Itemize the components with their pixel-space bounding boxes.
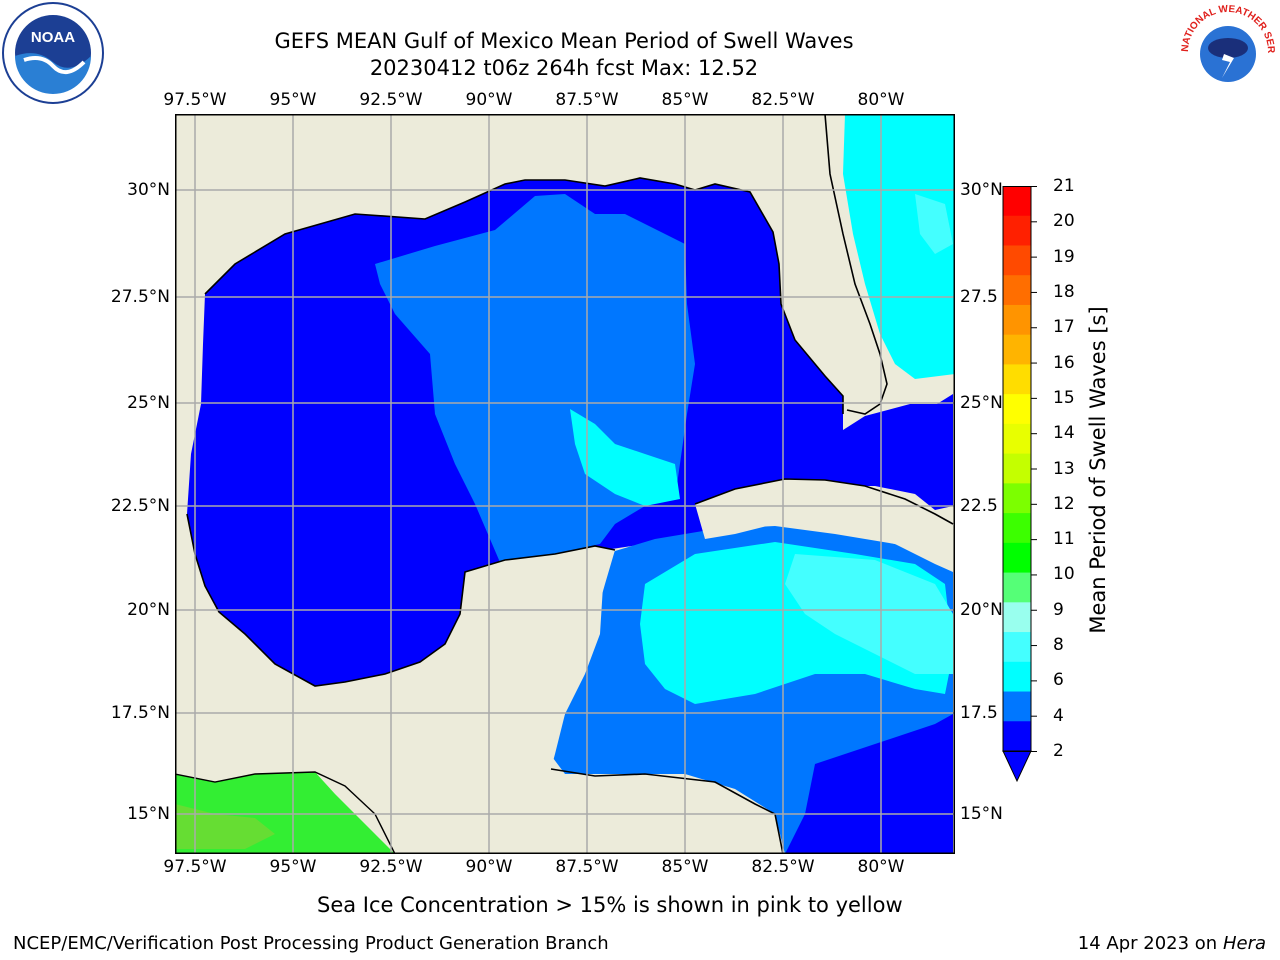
- colorbar-svg: [1002, 186, 1037, 783]
- lat-tick-right: 15°N: [960, 804, 1003, 824]
- sea-ice-caption: Sea Ice Concentration > 15% is shown in …: [317, 893, 903, 917]
- lon-tick-bottom: 87.5°W: [555, 857, 619, 877]
- footer-credit: NCEP/EMC/Verification Post Processing Pr…: [13, 933, 609, 954]
- lat-tick-left: 20°N: [127, 600, 170, 620]
- lon-tick-top: 95°W: [269, 90, 317, 110]
- gulf-coastline: [204, 177, 844, 414]
- lat-tick-right: 17.5: [960, 703, 998, 723]
- noaa-logo-text: NOAA: [31, 29, 75, 46]
- lon-tick-bottom: 80°W: [857, 857, 905, 877]
- colorbar-tick-label: 13: [1053, 458, 1075, 479]
- colorbar-segment: [1003, 453, 1031, 484]
- footer-date-prefix: 14 Apr 2023 on: [1077, 933, 1223, 954]
- colorbar-tick-label: 4: [1053, 705, 1064, 726]
- lat-tick-left: 17.5°N: [110, 703, 170, 723]
- colorbar-tick-label: 21: [1053, 176, 1075, 196]
- colorbar-label: Mean Period of Swell Waves [s]: [1086, 306, 1110, 634]
- colorbar-segment: [1003, 275, 1031, 306]
- colorbar-segment: [1003, 691, 1031, 722]
- lat-tick-right: 25°N: [960, 393, 1003, 413]
- colorbar-extend-triangle: [1002, 750, 1032, 783]
- colorbar-tick-label: 19: [1053, 246, 1075, 267]
- cuba-land: [695, 479, 953, 572]
- lon-tick-top: 82.5°W: [751, 90, 815, 110]
- lon-tick-bottom: 97.5°W: [163, 857, 227, 877]
- colorbar-tick-label: 15: [1053, 387, 1075, 408]
- caribbean-swell-7-9: [785, 554, 953, 674]
- atlantic-swell-7-9: [915, 194, 953, 254]
- chart-title: GEFS MEAN Gulf of Mexico Mean Period of …: [274, 29, 854, 53]
- lon-tick-bottom: 95°W: [269, 857, 317, 877]
- gulf-swell-6-7: [570, 409, 680, 506]
- colorbar-segment: [1003, 394, 1031, 425]
- colorbar-segment: [1003, 245, 1031, 276]
- colorbar-segment: [1003, 423, 1031, 455]
- colorbar-segment: [1003, 364, 1031, 395]
- colorbar-segment: [1003, 483, 1031, 514]
- lon-tick-top: 92.5°W: [359, 90, 423, 110]
- lat-tick-right: 20°N: [960, 600, 1003, 620]
- colorbar-segment: [1003, 602, 1031, 633]
- colorbar-segment: [1003, 542, 1031, 574]
- lat-tick-left: 30°N: [127, 180, 170, 200]
- colorbar-tick-label: 2: [1053, 741, 1064, 761]
- colorbar-segment: [1003, 661, 1031, 693]
- colorbar-segment: [1003, 513, 1031, 544]
- chart-subtitle: 20230412 t06z 264h fcst Max: 12.52: [369, 56, 759, 80]
- lat-tick-right: 30°N: [960, 180, 1003, 200]
- lon-tick-top: 97.5°W: [163, 90, 227, 110]
- colorbar-tick-label: 9: [1053, 599, 1064, 620]
- colorbar-segment: [1003, 334, 1031, 365]
- florida-coastline: [824, 113, 888, 415]
- lon-tick-top: 85°W: [661, 90, 709, 110]
- footer-host: Hera: [1222, 933, 1266, 954]
- colorbar-tick-label: 12: [1053, 493, 1075, 514]
- colorbar-tick-label: 17: [1053, 317, 1075, 338]
- colorbar-segment: [1003, 721, 1031, 752]
- lat-tick-left: 25°N: [127, 393, 170, 413]
- colorbar-segment: [1003, 572, 1031, 603]
- lat-tick-right: 22.5: [960, 496, 998, 516]
- lon-tick-bottom: 92.5°W: [359, 857, 423, 877]
- footer-date: 14 Apr 2023 on Hera: [1078, 933, 1266, 955]
- cuba-coastline: [694, 478, 954, 525]
- lon-tick-top: 87.5°W: [555, 90, 619, 110]
- map-canvas: [174, 113, 955, 855]
- nws-logo: NATIONAL WEATHER SERVICE: [1174, 0, 1278, 102]
- colorbar-segment: [1003, 632, 1031, 663]
- colorbar: [1000, 186, 1040, 786]
- noaa-logo: NOAA: [2, 2, 104, 104]
- lat-tick-left: 15°N: [127, 804, 170, 824]
- colorbar-segment: [1003, 186, 1031, 217]
- lat-tick-left: 22.5°N: [110, 496, 170, 516]
- mexico-coastline: [186, 513, 616, 687]
- colorbar-segment: [1003, 304, 1031, 336]
- colorbar-tick-label: 10: [1053, 564, 1075, 585]
- map-panel: [174, 113, 955, 855]
- lat-tick-left: 27.5°N: [110, 287, 170, 307]
- lon-tick-bottom: 90°W: [465, 857, 513, 877]
- atlantic-swell-6-7: [843, 114, 955, 379]
- colorbar-tick-label: 14: [1053, 423, 1075, 444]
- yucatan-land: [465, 546, 615, 774]
- lat-tick-right: 27.5: [960, 287, 998, 307]
- lon-tick-top: 80°W: [857, 90, 905, 110]
- map-frame: [175, 114, 955, 854]
- lon-tick-top: 90°W: [465, 90, 513, 110]
- colorbar-segment: [1003, 215, 1031, 246]
- colorbar-tick-label: 6: [1053, 670, 1064, 691]
- lon-tick-bottom: 82.5°W: [751, 857, 815, 877]
- colorbar-tick-label: 18: [1053, 281, 1075, 302]
- lon-tick-bottom: 85°W: [661, 857, 709, 877]
- colorbar-tick-label: 16: [1053, 352, 1075, 373]
- pacific-swell-11-12: [175, 804, 275, 849]
- caribbean-swell-2-4: [785, 714, 953, 854]
- colorbar-tick-label: 11: [1053, 529, 1075, 550]
- graticule: [175, 114, 955, 854]
- colorbar-tick-label: 8: [1053, 635, 1064, 656]
- colorbar-tick-label: 20: [1053, 211, 1075, 232]
